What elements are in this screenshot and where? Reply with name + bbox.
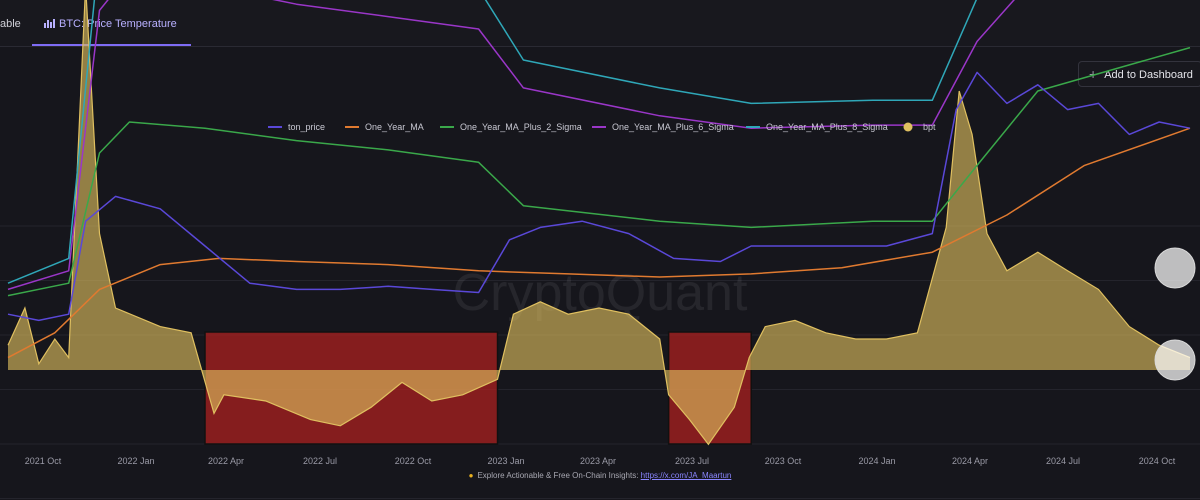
x-tick-label: 2024 Jan: [858, 456, 895, 466]
x-tick-label: 2024 Apr: [952, 456, 988, 466]
tab-previous-label: able: [0, 18, 21, 30]
x-tick-label: 2022 Jul: [303, 456, 337, 466]
legend-item[interactable]: One_Year_MA_Plus_6_Sigma: [592, 122, 734, 132]
highlight-marker: [1154, 339, 1196, 381]
legend-label: bpt: [923, 122, 936, 132]
legend-label: One_Year_MA: [365, 122, 424, 132]
footer-link[interactable]: https://x.com/JA_Maartun: [640, 471, 732, 480]
footer-text: Explore Actionable & Free On-Chain Insig…: [477, 471, 639, 480]
series-line-One_Year_MA: [7, 127, 1191, 359]
x-tick-label: 2023 Jan: [487, 456, 524, 466]
legend-item[interactable]: One_Year_MA: [345, 122, 424, 132]
footer-insights: ● Explore Actionable & Free On-Chain Insi…: [0, 471, 1200, 480]
markers: [1154, 247, 1196, 381]
x-tick-label: 2023 Apr: [580, 456, 616, 466]
x-tick-label: 2022 Oct: [395, 456, 432, 466]
plus-icon: +: [1089, 66, 1098, 82]
highlight-marker: [1154, 247, 1196, 289]
series-line-One_Year_MA_Plus_2_Sigma: [7, 46, 1191, 297]
x-tick-label: 2023 Oct: [765, 456, 802, 466]
series-line-bpt: [7, 0, 1191, 446]
x-tick-label: 2022 Apr: [208, 456, 244, 466]
legend-swatch: [903, 122, 913, 132]
legend-item[interactable]: bpt: [903, 122, 937, 132]
legend-item[interactable]: One_Year_MA_Plus_2_Sigma: [440, 122, 582, 132]
legend-label: ton_price: [288, 122, 325, 132]
series-line-ton_price: [7, 71, 1191, 322]
legend-label: One_Year_MA_Plus_6_Sigma: [612, 122, 734, 132]
lightbulb-icon: ●: [468, 471, 474, 480]
x-tick-label: 2024 Oct: [1139, 456, 1176, 466]
legend-label: One_Year_MA_Plus_8_Sigma: [766, 122, 888, 132]
legend-item[interactable]: ton_price: [268, 122, 325, 132]
add-to-dashboard-label: Add to Dashboard: [1104, 69, 1193, 81]
series-layer: [7, 0, 1191, 446]
bar-chart-icon: [44, 19, 55, 28]
x-tick-label: 2023 Jul: [675, 456, 709, 466]
legend-label: One_Year_MA_Plus_2_Sigma: [460, 122, 582, 132]
x-tick-label: 2022 Jan: [117, 456, 154, 466]
legend: ton_price One_Year_MA One_Year_MA_Plus_2_S…: [268, 122, 936, 132]
series-line-One_Year_MA_Plus_6_Sigma: [7, 0, 1015, 291]
x-tick-label: 2021 Oct: [25, 456, 62, 466]
x-tick-label: 2024 Jul: [1046, 456, 1080, 466]
series-line-One_Year_MA_Plus_8_Sigma: [7, 0, 978, 284]
tab-bar: able BTC: Price Temperature: [0, 0, 1200, 47]
tab-previous[interactable]: able: [0, 0, 21, 45]
legend-item[interactable]: One_Year_MA_Plus_8_Sigma: [746, 122, 888, 132]
series-area-bpt: [8, 0, 1190, 445]
x-axis: 2021 Oct 2022 Jan 2022 Apr 2022 Jul 2022 Oct…: [25, 456, 1176, 466]
